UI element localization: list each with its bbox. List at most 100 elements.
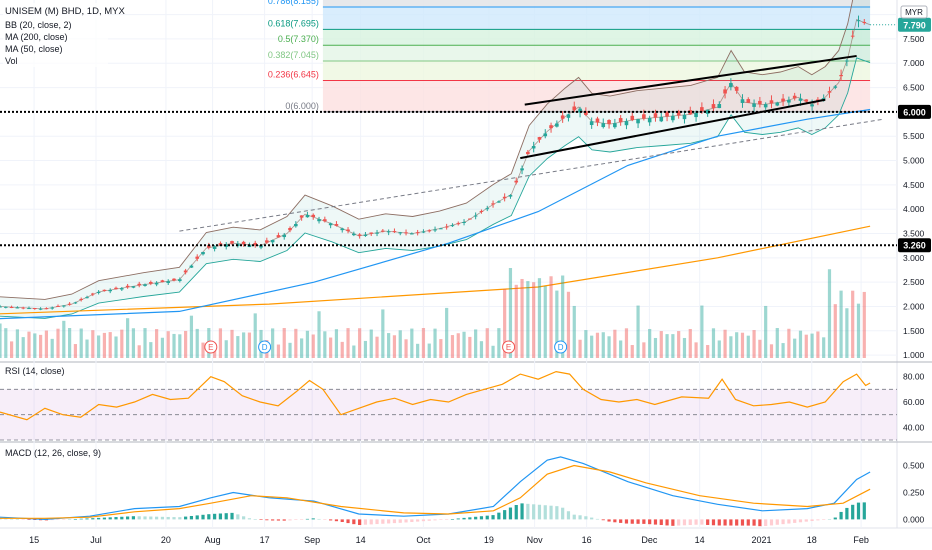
- volume-bar: [410, 328, 414, 358]
- macd-histogram-bar: [665, 519, 669, 526]
- volume-bar: [851, 290, 855, 358]
- event-marker: [554, 340, 568, 354]
- trendline-upper: [524, 54, 857, 106]
- event-marker-label: E: [208, 343, 213, 352]
- macd-histogram-bar: [137, 516, 141, 520]
- candle-body: [485, 208, 490, 210]
- candle-body: [705, 109, 710, 114]
- volume-bar: [653, 337, 658, 358]
- macd-histogram-bar: [114, 517, 118, 520]
- macd-histogram-bar: [317, 518, 321, 520]
- macd-histogram-bar: [711, 519, 716, 526]
- candle-body: [804, 99, 809, 102]
- macd-histogram-bar: [369, 519, 373, 525]
- macd-histogram-bar: [375, 519, 379, 525]
- macd-histogram-bar: [659, 519, 663, 526]
- volume-bar: [787, 328, 791, 358]
- candle-body: [404, 232, 408, 234]
- macd-histogram-bar: [4, 518, 8, 520]
- price-axis-tick: 1.000: [903, 350, 925, 360]
- macd-histogram-bar: [387, 519, 391, 524]
- candle-body: [659, 116, 664, 122]
- candle-body: [114, 287, 118, 290]
- volume-bar: [369, 329, 373, 358]
- macd-histogram-bar: [363, 519, 368, 525]
- candle-body: [456, 223, 461, 225]
- volume-bar: [416, 343, 420, 358]
- volume-bar: [862, 291, 866, 358]
- macd-histogram-bar: [566, 511, 571, 520]
- volume-bar: [381, 309, 385, 358]
- candle-body: [682, 114, 687, 120]
- macd-histogram-bar: [758, 519, 762, 527]
- volume-bar: [549, 276, 553, 358]
- macd-histogram-bar: [10, 518, 14, 520]
- volume-bar: [323, 331, 327, 358]
- macd-histogram-bar: [50, 519, 54, 521]
- volume-bar: [833, 304, 837, 358]
- chart-title: UNISEM (M) BHD, 1D, MYX: [5, 6, 125, 17]
- volume-bar: [247, 332, 252, 358]
- macd-histogram-bar: [508, 507, 513, 520]
- volume-bar: [358, 328, 362, 358]
- macd-histogram-bar: [642, 519, 646, 524]
- macd-histogram-bar: [33, 519, 37, 520]
- candle-body: [50, 307, 55, 309]
- fib-zone: [322, 61, 871, 81]
- volume-bar: [764, 305, 768, 358]
- macd-histogram-bar: [189, 515, 194, 520]
- candle-body: [781, 98, 785, 102]
- time-axis-tick: Oct: [416, 535, 431, 545]
- price-axis-tick: 7.000: [903, 58, 925, 68]
- candle-body: [450, 225, 455, 227]
- fib-level-label: 0.5(7.370): [278, 34, 319, 44]
- volume-bar: [752, 330, 756, 358]
- candle-body: [845, 60, 849, 62]
- macd-histogram-bar: [682, 519, 687, 526]
- volume-bar: [73, 344, 78, 358]
- volume-bar: [68, 328, 72, 358]
- volume-bar: [537, 278, 542, 358]
- macd-histogram-bar: [352, 519, 356, 525]
- candle-body: [752, 103, 756, 107]
- candle-body: [33, 308, 37, 310]
- event-marker-label: D: [558, 343, 564, 352]
- candle-body: [613, 123, 617, 128]
- volume-bar: [706, 345, 710, 358]
- volume-bar: [514, 284, 518, 358]
- indicator-legend: MA (200, close): [5, 32, 68, 42]
- volume-bar: [630, 345, 634, 358]
- volume-bar: [648, 328, 652, 358]
- rsi-axis-tick: 60.00: [903, 397, 925, 407]
- macd-histogram-bar: [56, 519, 60, 520]
- candle-body: [723, 89, 727, 94]
- macd-signal-line: [0, 464, 871, 519]
- macd-histogram-bar: [323, 519, 327, 520]
- volume-bar: [160, 337, 165, 358]
- candle-body: [850, 35, 855, 37]
- candle-body: [671, 115, 675, 121]
- candle-body: [27, 308, 31, 310]
- candle-body: [334, 224, 339, 226]
- macd-histogram-bar: [781, 519, 785, 525]
- candle-body: [543, 133, 548, 137]
- macd-histogram-bar: [450, 519, 455, 520]
- volume-bar: [659, 331, 663, 358]
- candle-body: [305, 214, 310, 218]
- macd-histogram-bar: [839, 511, 843, 520]
- candle-body: [578, 108, 582, 113]
- macd-histogram-bar: [207, 514, 211, 520]
- candle-body: [555, 123, 559, 127]
- volume-bar: [578, 339, 582, 358]
- volume-bar: [21, 337, 25, 358]
- candle-body: [102, 289, 107, 291]
- event-marker: [204, 340, 218, 354]
- macd-histogram-bar: [572, 514, 576, 520]
- rsi-line: [0, 370, 871, 421]
- volume-bar: [166, 331, 170, 358]
- volume-bar: [822, 337, 826, 358]
- time-axis-tick: Dec: [641, 535, 658, 545]
- candle-body: [259, 245, 263, 248]
- macd-histogram-bar: [537, 504, 542, 520]
